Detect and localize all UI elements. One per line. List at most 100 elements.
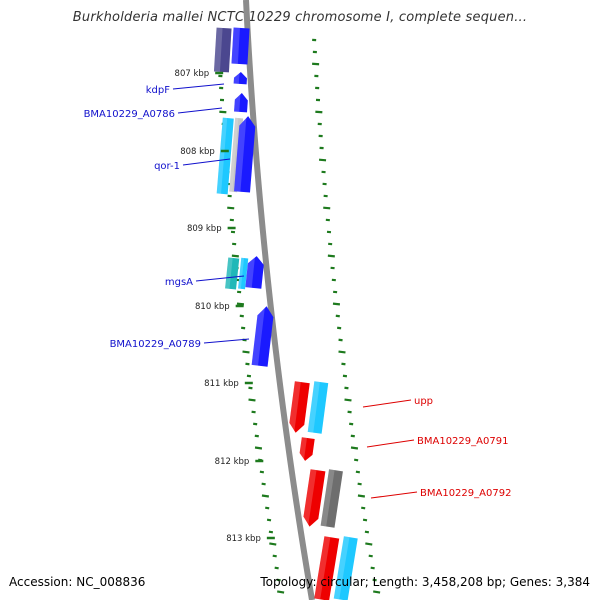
gc-track-dash bbox=[276, 578, 281, 582]
gc-track-dash bbox=[354, 458, 359, 462]
gc-track-dash bbox=[269, 542, 277, 546]
gc-track-dash bbox=[231, 254, 239, 258]
feature-shading bbox=[314, 536, 331, 600]
feature-cds-BMA10229_A0786[interactable] bbox=[234, 92, 248, 113]
kbp-ruler: 807 kbp 808 kbp 809 kbp 810 kbp 811 kbp 812 k… bbox=[175, 69, 275, 544]
gc-track-dash bbox=[361, 506, 366, 510]
gc-skew-dotted-tracks bbox=[216, 38, 381, 594]
feature-shading bbox=[233, 71, 240, 84]
feature-tracks bbox=[213, 27, 358, 600]
gc-track-dash bbox=[315, 110, 323, 114]
feature-cds-blue[interactable] bbox=[231, 27, 250, 65]
gc-track-dash bbox=[364, 530, 370, 534]
chromosome-backbone bbox=[243, 0, 315, 600]
gc-track-dash bbox=[277, 590, 285, 594]
feature-shading bbox=[251, 306, 265, 366]
gene-label-forward[interactable]: qor-1 bbox=[154, 161, 180, 172]
gc-track-dash bbox=[254, 446, 263, 450]
gc-track-dash bbox=[368, 554, 373, 558]
feature-shading bbox=[307, 381, 320, 433]
feature-cds-grey-2[interactable] bbox=[320, 469, 343, 528]
gc-track-dash bbox=[248, 398, 256, 402]
gc-track-dash bbox=[274, 566, 279, 570]
gene-label-leader bbox=[366, 439, 415, 448]
feature-shading bbox=[234, 92, 241, 112]
gene-label-leader bbox=[177, 107, 223, 114]
gc-track-dash bbox=[332, 302, 341, 306]
gc-track-dash bbox=[350, 434, 355, 438]
gene-label-reverse[interactable]: BMA10229_A0791 bbox=[417, 436, 508, 447]
gc-track-dash bbox=[265, 506, 270, 510]
ruler-tick-label: 808 kbp bbox=[180, 147, 215, 157]
gc-track-dash bbox=[219, 110, 227, 114]
feature-cds-navy[interactable] bbox=[213, 27, 232, 73]
gene-label-leader bbox=[203, 338, 250, 344]
gc-track-dash bbox=[254, 434, 259, 438]
gc-track-dash bbox=[272, 554, 277, 558]
feature-cds-blue-2[interactable] bbox=[245, 255, 264, 289]
gc-track-dash bbox=[251, 410, 256, 414]
gc-track-dash bbox=[261, 482, 266, 486]
gc-track-dash bbox=[357, 494, 366, 498]
gc-track-dash bbox=[373, 590, 381, 594]
genome-summary-text: Topology: circular; Length: 3,458,208 bp… bbox=[260, 575, 590, 589]
gc-track-dash bbox=[350, 446, 359, 450]
gc-track-dash bbox=[236, 302, 245, 306]
gc-track-dash bbox=[338, 350, 346, 354]
ruler-tick-label: 810 kbp bbox=[195, 302, 230, 312]
feature-cds-cyan-3[interactable] bbox=[333, 536, 358, 600]
feature-cds-upp[interactable] bbox=[288, 381, 310, 434]
feature-shading bbox=[299, 437, 307, 461]
gene-label-reverse[interactable]: BMA10229_A0792 bbox=[420, 488, 511, 499]
gc-track-dash bbox=[248, 386, 253, 390]
gc-track-dash bbox=[242, 350, 250, 354]
gc-track-dash bbox=[318, 158, 327, 162]
gene-label-leader bbox=[362, 399, 412, 408]
feature-shading bbox=[231, 27, 240, 64]
gc-track-dash bbox=[372, 578, 377, 582]
gene-label-forward[interactable]: BMA10229_A0786 bbox=[84, 109, 175, 120]
gene-label-forward[interactable]: kdpF bbox=[146, 85, 170, 96]
gc-track-dash bbox=[259, 470, 265, 474]
feature-shading bbox=[289, 381, 301, 433]
gene-label-leader bbox=[195, 275, 245, 282]
feature-cds-BMA10229_A0792[interactable] bbox=[302, 469, 326, 528]
feature-cds-kdpF[interactable] bbox=[233, 71, 248, 85]
map-title: Burkholderia mallei NCTC 10229 chromosom… bbox=[72, 10, 528, 25]
gc-track-dash bbox=[323, 206, 331, 210]
feature-shading bbox=[229, 117, 239, 192]
feature-cds-cyan-2[interactable] bbox=[307, 381, 329, 434]
gc-track-dash bbox=[261, 494, 270, 498]
feature-cds-BMA10229_A0791[interactable] bbox=[299, 437, 315, 462]
feature-cds-cyan[interactable] bbox=[216, 117, 234, 195]
gc-track-dash bbox=[268, 530, 274, 534]
ruler-tick-label: 809 kbp bbox=[187, 224, 222, 234]
gc-track-dash bbox=[357, 482, 362, 486]
gene-label-forward[interactable]: BMA10229_A0789 bbox=[110, 339, 201, 350]
gene-label-leader bbox=[182, 158, 231, 166]
ruler-tick-label: 811 kbp bbox=[204, 379, 239, 389]
feature-shading bbox=[216, 117, 228, 194]
gc-track-dash bbox=[362, 518, 368, 522]
gc-track-dash bbox=[347, 410, 352, 414]
ruler-tick-label: 813 kbp bbox=[226, 534, 261, 544]
gene-label-reverse[interactable]: upp bbox=[414, 396, 433, 407]
feature-cds-mgsA[interactable] bbox=[225, 257, 240, 290]
gene-label-forward[interactable]: mgsA bbox=[165, 277, 193, 288]
gc-track-dash bbox=[365, 542, 373, 546]
feature-cds-red-3[interactable] bbox=[314, 536, 340, 600]
gene-label-leader bbox=[172, 83, 225, 90]
gc-track-dash bbox=[344, 386, 349, 390]
feature-cds-teal[interactable] bbox=[238, 257, 249, 290]
gc-track-dash bbox=[327, 254, 335, 258]
feature-shading bbox=[238, 257, 245, 289]
accession-text: Accession: NC_008836 bbox=[9, 575, 146, 589]
gc-track-dash bbox=[227, 206, 235, 210]
feature-cds-qor-1[interactable] bbox=[234, 115, 256, 193]
gc-track-dash bbox=[266, 518, 272, 522]
gc-track-dash bbox=[355, 470, 361, 474]
feature-shading bbox=[234, 115, 247, 192]
feature-cds-BMA10229_A0789[interactable] bbox=[251, 305, 275, 367]
ruler-tick-label: 807 kbp bbox=[175, 69, 210, 79]
